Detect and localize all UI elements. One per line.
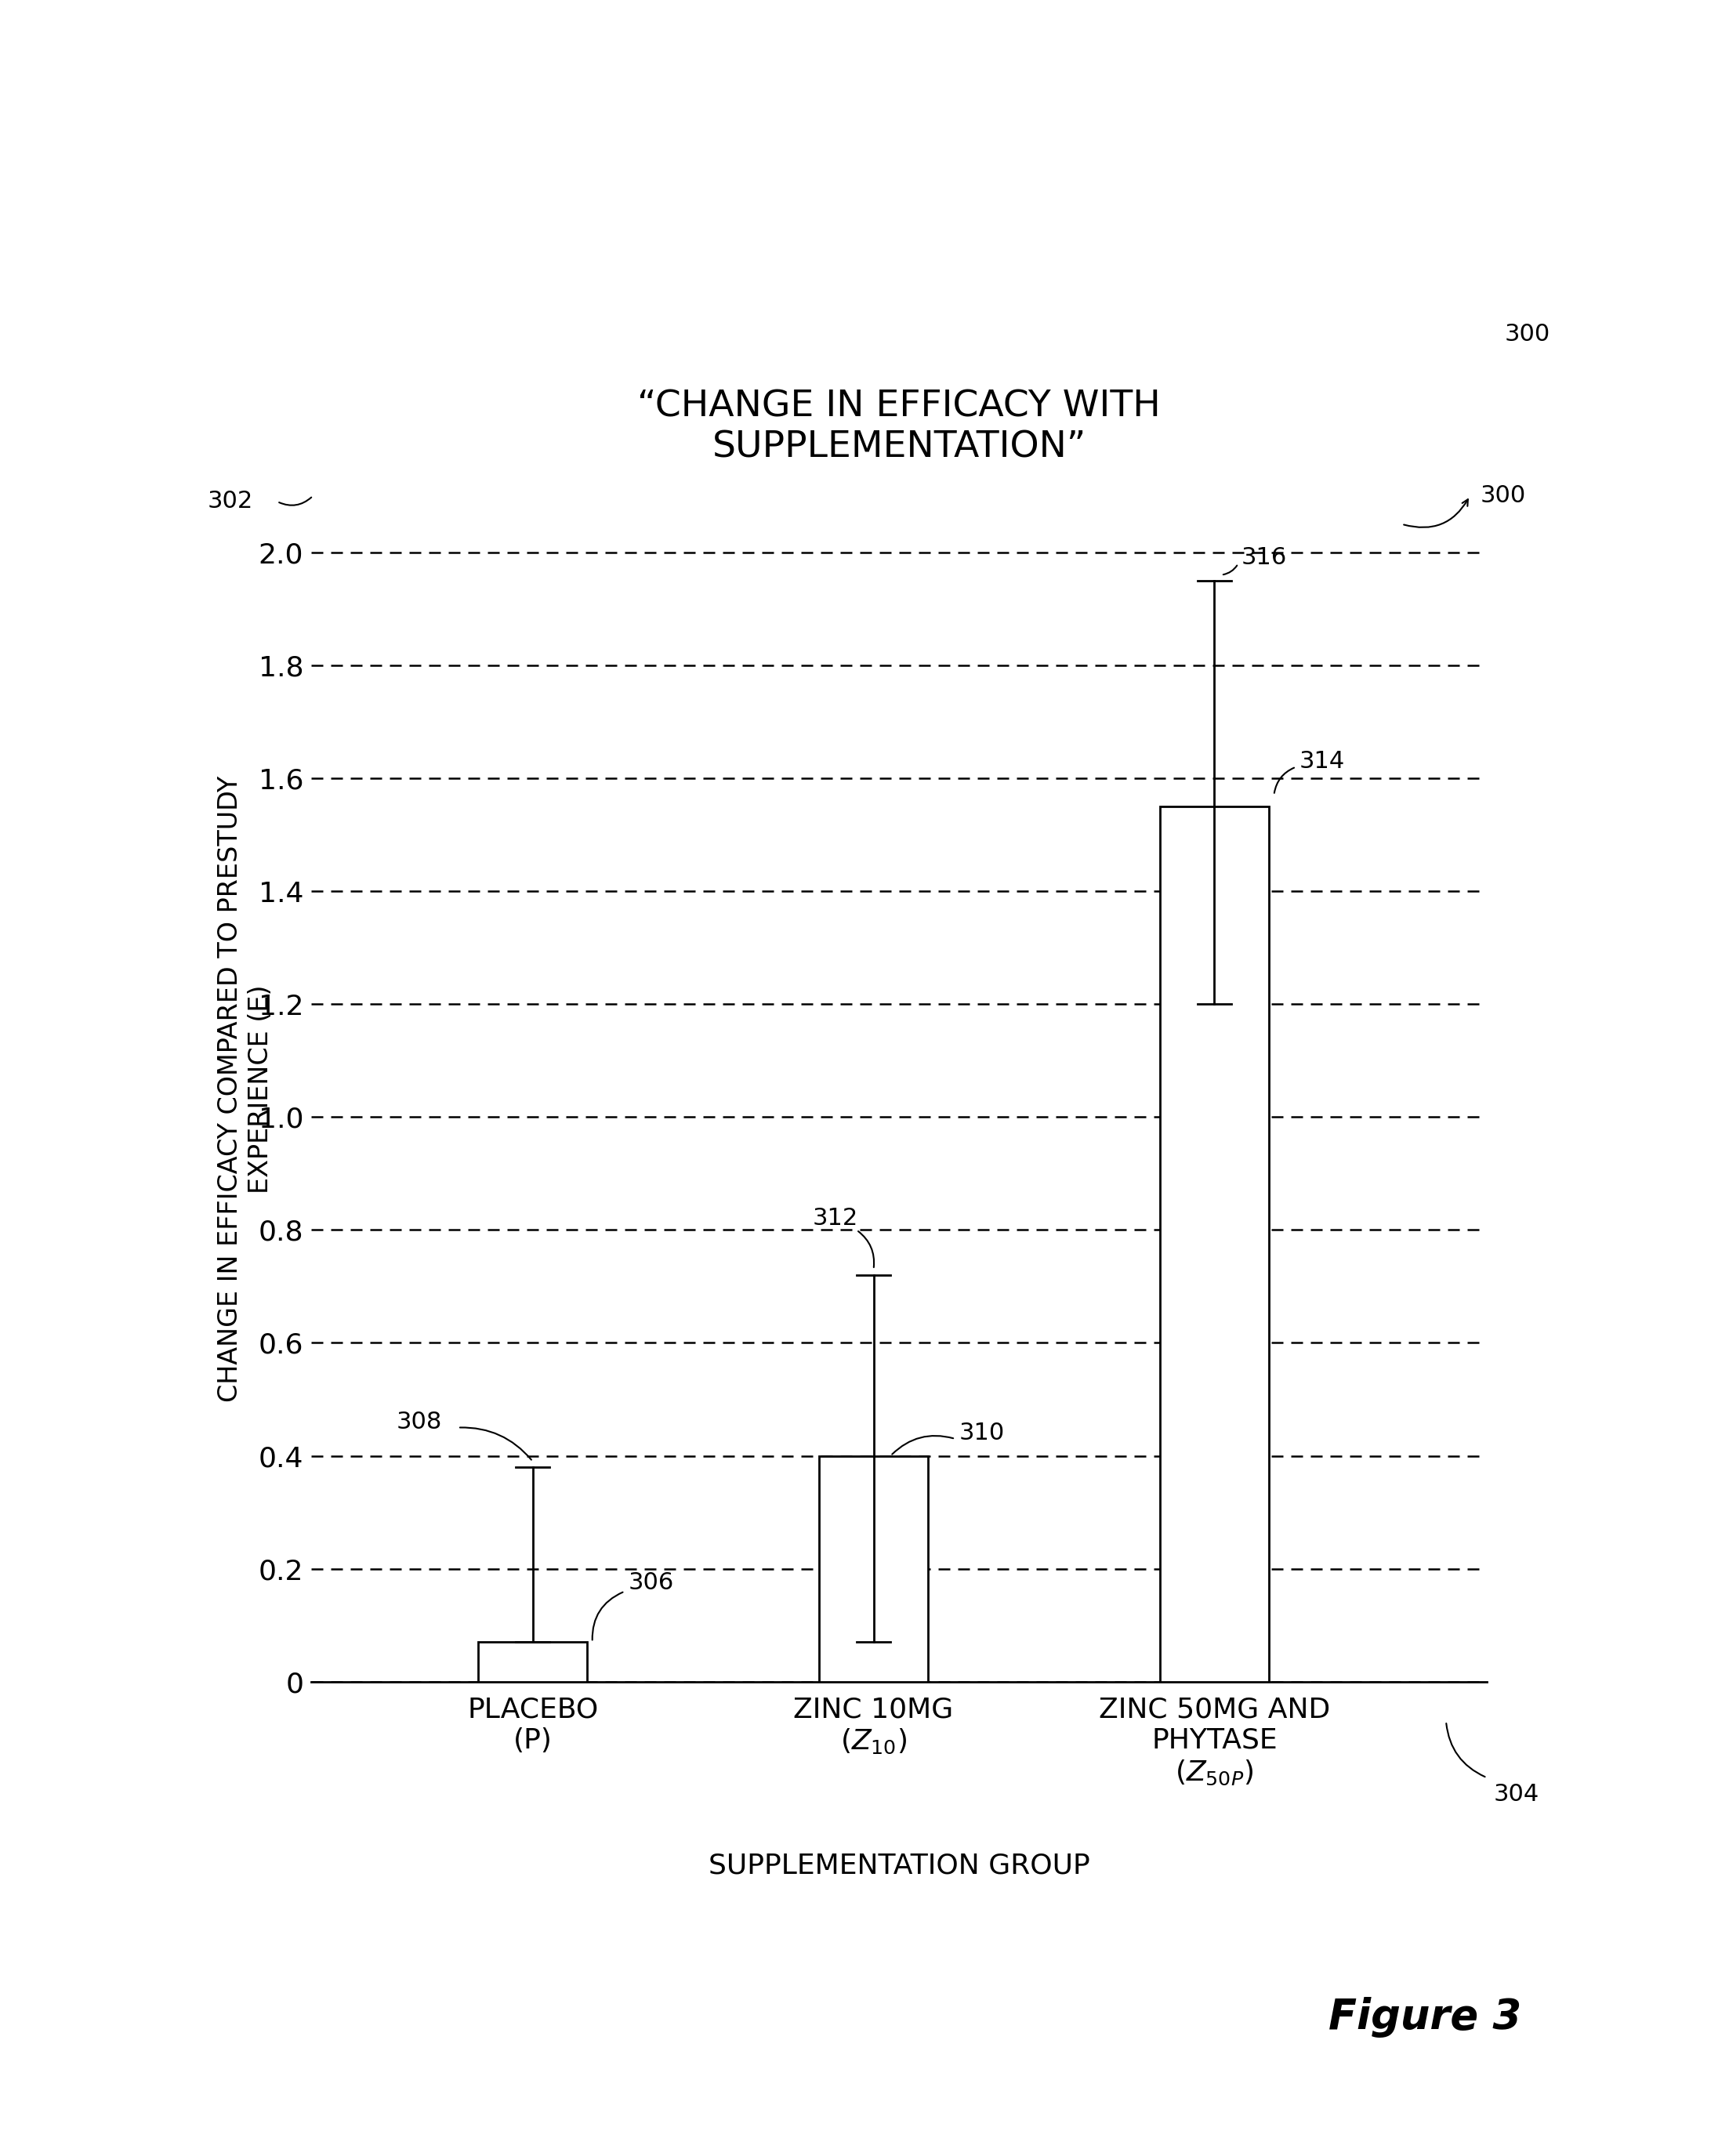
Text: Figure 3: Figure 3 <box>1328 1996 1522 2037</box>
X-axis label: SUPPLEMENTATION GROUP: SUPPLEMENTATION GROUP <box>709 1852 1089 1878</box>
Text: 308: 308 <box>396 1410 443 1434</box>
Bar <box>820 1455 928 1682</box>
Text: 300: 300 <box>1504 323 1549 345</box>
Text: 316: 316 <box>1241 548 1286 569</box>
Y-axis label: CHANGE IN EFFICACY COMPARED TO PRESTUDY
EXPERIENCE (E): CHANGE IN EFFICACY COMPARED TO PRESTUDY … <box>218 776 273 1401</box>
Text: 310: 310 <box>958 1421 1005 1445</box>
Text: 302: 302 <box>207 489 252 513</box>
Text: 306: 306 <box>628 1572 674 1593</box>
Text: 314: 314 <box>1300 750 1345 772</box>
Bar <box>1160 806 1269 1682</box>
Text: 300: 300 <box>1480 485 1525 507</box>
Title: “CHANGE IN EFFICACY WITH
SUPPLEMENTATION”: “CHANGE IN EFFICACY WITH SUPPLEMENTATION… <box>638 390 1160 466</box>
Text: 312: 312 <box>813 1207 858 1231</box>
Text: 304: 304 <box>1494 1783 1539 1807</box>
Bar <box>479 1643 588 1682</box>
